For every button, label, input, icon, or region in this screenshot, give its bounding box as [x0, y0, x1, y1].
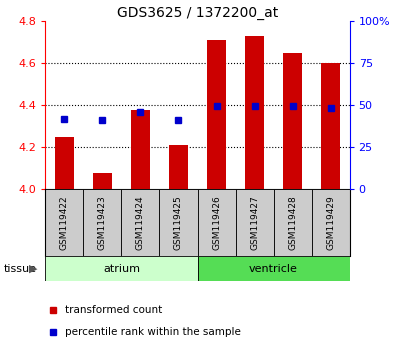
Bar [45, 189, 83, 256]
Bar [245, 36, 264, 189]
Bar [321, 63, 340, 189]
Text: GSM119428: GSM119428 [288, 195, 297, 250]
Text: GSM119424: GSM119424 [136, 195, 145, 250]
Bar [273, 189, 312, 256]
Bar [207, 40, 226, 189]
Text: atrium: atrium [103, 263, 140, 274]
Bar [122, 189, 160, 256]
Bar [160, 189, 198, 256]
Bar [55, 137, 74, 189]
Bar [198, 189, 235, 256]
Text: GSM119426: GSM119426 [212, 195, 221, 250]
Text: GSM119425: GSM119425 [174, 195, 183, 250]
Title: GDS3625 / 1372200_at: GDS3625 / 1372200_at [117, 6, 278, 20]
Bar [312, 189, 350, 256]
Text: tissue: tissue [4, 264, 37, 274]
Text: GSM119422: GSM119422 [60, 195, 69, 250]
Text: ventricle: ventricle [249, 263, 298, 274]
Bar [45, 256, 198, 281]
Text: transformed count: transformed count [65, 305, 162, 315]
Text: ▶: ▶ [29, 264, 38, 274]
Text: GSM119423: GSM119423 [98, 195, 107, 250]
Bar [235, 189, 274, 256]
Text: GSM119429: GSM119429 [326, 195, 335, 250]
Bar [283, 53, 302, 189]
Text: percentile rank within the sample: percentile rank within the sample [65, 327, 241, 337]
Bar [131, 109, 150, 189]
Bar [198, 256, 350, 281]
Text: GSM119427: GSM119427 [250, 195, 259, 250]
Bar [83, 189, 122, 256]
Bar [93, 172, 112, 189]
Bar [169, 145, 188, 189]
